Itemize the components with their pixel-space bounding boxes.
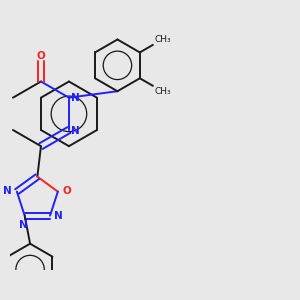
Text: N: N <box>71 93 80 103</box>
Text: N: N <box>3 186 12 196</box>
Text: N: N <box>71 126 80 136</box>
Text: N: N <box>54 212 63 221</box>
Text: O: O <box>37 51 45 61</box>
Text: CH₃: CH₃ <box>154 87 171 96</box>
Text: CH₃: CH₃ <box>154 35 171 44</box>
Text: O: O <box>62 186 71 196</box>
Text: N: N <box>19 220 27 230</box>
